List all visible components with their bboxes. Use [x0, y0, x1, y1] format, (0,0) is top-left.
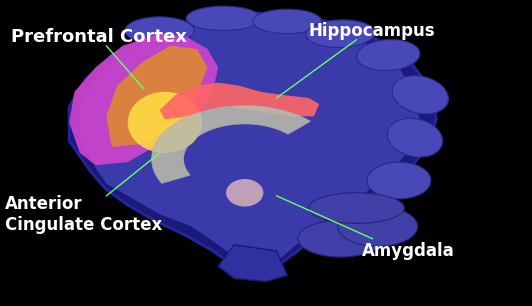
- Ellipse shape: [357, 39, 420, 71]
- Ellipse shape: [392, 76, 448, 114]
- Text: Amygdala: Amygdala: [362, 242, 454, 260]
- Ellipse shape: [387, 118, 443, 157]
- Ellipse shape: [338, 207, 418, 246]
- Ellipse shape: [128, 92, 202, 153]
- Ellipse shape: [186, 6, 261, 31]
- Text: Anterior
Cingulate Cortex: Anterior Cingulate Cortex: [5, 195, 163, 233]
- Polygon shape: [106, 46, 207, 147]
- Ellipse shape: [309, 193, 404, 223]
- Polygon shape: [69, 12, 436, 272]
- Polygon shape: [80, 18, 420, 266]
- Polygon shape: [152, 106, 311, 183]
- Polygon shape: [69, 34, 218, 165]
- Ellipse shape: [125, 17, 194, 44]
- Polygon shape: [218, 245, 287, 282]
- Ellipse shape: [306, 20, 375, 47]
- Text: Hippocampus: Hippocampus: [309, 22, 435, 39]
- Ellipse shape: [298, 220, 383, 257]
- Ellipse shape: [367, 162, 431, 199]
- Text: Prefrontal Cortex: Prefrontal Cortex: [11, 28, 187, 46]
- Polygon shape: [160, 83, 319, 119]
- Ellipse shape: [226, 179, 263, 207]
- Ellipse shape: [253, 9, 322, 34]
- Ellipse shape: [325, 194, 399, 228]
